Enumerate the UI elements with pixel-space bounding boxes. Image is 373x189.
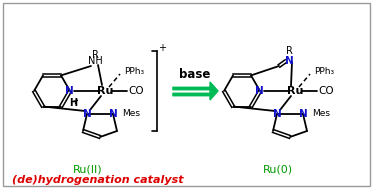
Text: Mes: Mes xyxy=(122,109,140,119)
Text: N: N xyxy=(109,109,117,119)
Text: PPh₃: PPh₃ xyxy=(314,67,334,75)
Text: PPh₃: PPh₃ xyxy=(124,67,144,75)
Polygon shape xyxy=(210,82,218,100)
Text: base: base xyxy=(179,68,211,81)
Text: (de)hydrogenation catalyst: (de)hydrogenation catalyst xyxy=(12,175,184,185)
Text: Ru: Ru xyxy=(287,86,303,96)
Text: CO: CO xyxy=(318,86,334,96)
Text: N: N xyxy=(255,86,263,96)
Text: N: N xyxy=(83,109,91,119)
Text: N: N xyxy=(299,109,307,119)
Text: N: N xyxy=(65,86,73,96)
Text: Ru(II): Ru(II) xyxy=(73,164,103,174)
Text: N: N xyxy=(273,109,281,119)
Text: Ru(0): Ru(0) xyxy=(263,164,293,174)
Text: Ru: Ru xyxy=(97,86,113,96)
Text: R: R xyxy=(91,50,98,60)
Text: H: H xyxy=(69,98,77,108)
Text: R: R xyxy=(286,46,292,56)
Text: Mes: Mes xyxy=(312,109,330,119)
Text: NH: NH xyxy=(88,56,102,66)
Text: +: + xyxy=(158,43,166,53)
Text: N: N xyxy=(285,56,294,66)
Text: CO: CO xyxy=(128,86,144,96)
